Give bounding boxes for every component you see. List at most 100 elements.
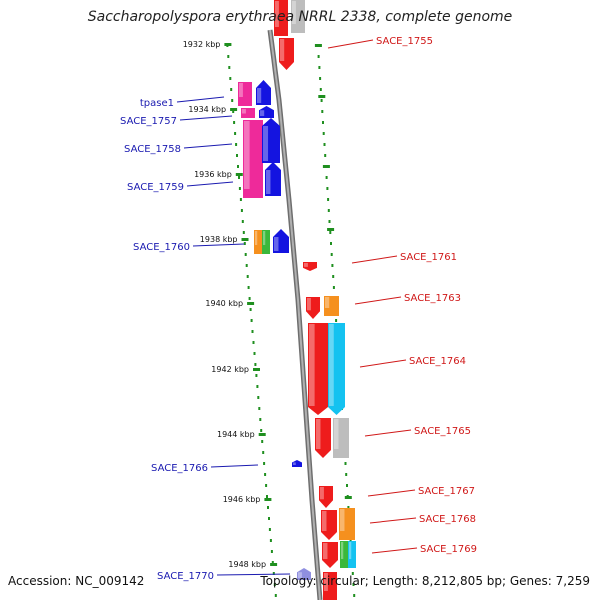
- gene-sace-1767-body: [319, 486, 333, 508]
- scale-dot-left: [269, 539, 272, 542]
- gene-tpase1-shine: [239, 83, 243, 97]
- scale-dot-left: [227, 55, 230, 58]
- gene-sace-1760-blue: [273, 229, 289, 253]
- scale-dot-right: [330, 253, 333, 256]
- gene-sace-1762-shine: [307, 298, 311, 311]
- gene-red-top: [274, 0, 288, 36]
- scale-dot-right: [325, 176, 328, 179]
- gene-sace-1764-body: [328, 323, 345, 415]
- gene-sace-1760-green-shine: [263, 231, 266, 245]
- left-gene-label: SACE_1757: [120, 116, 177, 127]
- scale-dot-left: [271, 561, 274, 564]
- scale-dot-right: [347, 506, 350, 509]
- gene-blue-2-shine: [260, 110, 265, 116]
- kbp-tick-mark: [270, 563, 278, 566]
- gene-sace-1760-orange: [254, 230, 262, 254]
- scale-dot-left: [234, 132, 237, 135]
- scale-dot-left: [264, 473, 267, 476]
- gene-sace-1767: [319, 486, 333, 508]
- kbp-label: 1934 kbp: [188, 105, 226, 114]
- right-gene-label: SACE_1767: [418, 486, 475, 497]
- gene-sace-1769-green: [340, 541, 348, 568]
- gene-sace-1770-body: [297, 568, 311, 580]
- right-label-leader: [367, 489, 416, 497]
- scale-dot-right: [329, 231, 332, 234]
- right-label-leader: [364, 429, 412, 437]
- left-gene-label: SACE_1759: [127, 182, 184, 193]
- scale-dot-right: [317, 55, 320, 58]
- kbp-tick-mark: [247, 302, 255, 305]
- scale-tick-right: [344, 496, 352, 499]
- gene-bottom-red-shine: [324, 573, 328, 591]
- kbp-label: 1932 kbp: [183, 40, 221, 49]
- scale-dot-left: [237, 165, 239, 168]
- scale-dot-left: [228, 66, 231, 69]
- scale-dot-left: [251, 330, 254, 333]
- gene-sace-1767-shine: [320, 487, 324, 500]
- gene-sace-1755-body: [279, 38, 294, 70]
- scale-dot-left: [246, 275, 249, 278]
- gene-sace-1768: [339, 508, 355, 540]
- gene-sace-1760-blue-body: [273, 229, 289, 253]
- gene-blue-1-shine: [257, 88, 262, 103]
- left-label-leader: [210, 464, 259, 468]
- gene-sace-1766: [292, 460, 302, 467]
- gene-sace-1768-body: [339, 508, 355, 540]
- scale-dot-right: [324, 154, 327, 157]
- gene-sace-1755-shine: [280, 39, 285, 61]
- scale-dot-left: [252, 341, 255, 344]
- scale-dot-left: [250, 319, 253, 322]
- gene-sace-1758-body: [243, 120, 263, 198]
- gene-sace-1768-left-shine: [322, 511, 327, 531]
- left-label-leader: [216, 573, 291, 576]
- left-label-leader: [192, 243, 245, 247]
- gene-sace-1769-green-shine: [341, 542, 344, 559]
- gene-sace-1766-body: [292, 460, 302, 467]
- scale-dot-left: [263, 462, 266, 465]
- gene-gray-top: [291, 0, 305, 33]
- kbp-tick-mark: [241, 238, 249, 241]
- gene-red-top-shine: [275, 1, 279, 27]
- scale-dot-left: [254, 363, 257, 366]
- kbp-label: 1946 kbp: [223, 495, 261, 504]
- gene-sace-1764: [328, 323, 345, 415]
- gene-blue-2-body: [259, 106, 274, 118]
- gene-sace-1765: [333, 418, 349, 458]
- scale-tick-right: [327, 228, 335, 231]
- gene-sace-1765-body: [333, 418, 349, 458]
- scale-dot-left: [238, 187, 241, 190]
- scale-dot-right: [330, 242, 332, 245]
- gene-gray-top-body: [291, 0, 305, 33]
- gene-blue-3: [262, 118, 280, 163]
- right-label-leader: [351, 255, 398, 264]
- scale-dot-right: [335, 319, 338, 322]
- scale-tick-right: [314, 44, 322, 47]
- gene-sace-1769-left: [322, 542, 338, 568]
- scale-dot-right: [352, 583, 355, 586]
- scale-dot-left: [273, 583, 276, 586]
- scale-dot-right: [320, 99, 323, 102]
- scale-dot-left: [248, 297, 251, 300]
- scale-dot-right: [322, 121, 324, 124]
- scale-dot-left: [242, 231, 245, 234]
- gene-blue-3-shine: [263, 126, 269, 161]
- scale-dot-right: [353, 594, 356, 597]
- scale-dot-left: [243, 242, 246, 245]
- gene-sace-1764-shine: [329, 324, 334, 406]
- scale-dot-left: [245, 264, 248, 267]
- left-gene-label: SACE_1766: [151, 463, 208, 474]
- gene-sace-1762-body: [306, 297, 320, 319]
- kbp-label: 1938 kbp: [200, 235, 238, 244]
- gene-sace-1764-left-body: [308, 323, 328, 415]
- kbp-label: 1942 kbp: [211, 365, 249, 374]
- right-gene-label: SACE_1755: [376, 36, 433, 47]
- gene-sace-1759-body: [265, 162, 281, 196]
- scale-dot-left: [270, 550, 273, 553]
- scale-dot-right: [319, 88, 322, 91]
- left-gene-label: SACE_1758: [124, 144, 181, 155]
- scale-dot-left: [249, 308, 252, 311]
- map-title: Saccharopolyspora erythraea NRRL 2338, c…: [87, 9, 513, 25]
- right-gene-label: SACE_1769: [420, 544, 477, 555]
- scale-dot-left: [257, 396, 260, 399]
